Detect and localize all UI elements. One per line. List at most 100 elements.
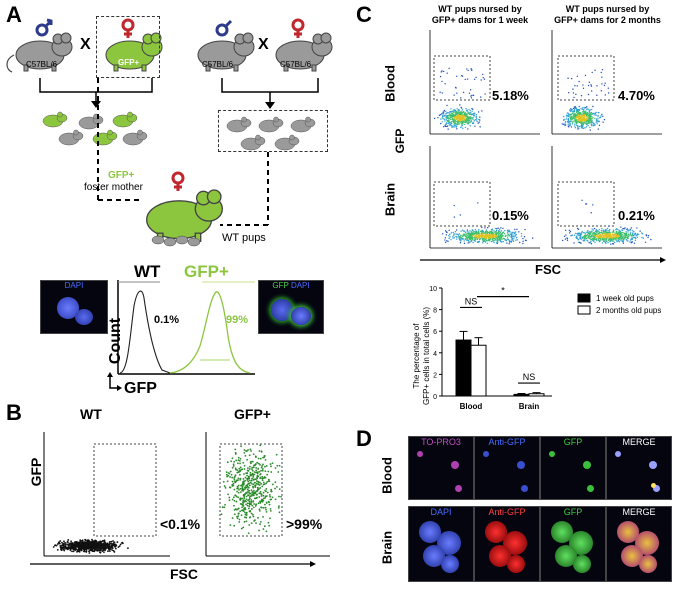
d-row-brain: Brain bbox=[379, 530, 395, 565]
bar-y-tick-label: 2 bbox=[433, 372, 437, 379]
cell-blob bbox=[419, 521, 441, 543]
blood-col-label: MERGE bbox=[622, 437, 656, 447]
cell-blob bbox=[423, 545, 445, 567]
brain-col-label: GFP bbox=[563, 507, 583, 517]
c-row-brain: Brain bbox=[382, 182, 398, 217]
dapi-image: DAPI bbox=[40, 280, 108, 334]
cross-symbol-2: X bbox=[258, 36, 269, 53]
panel-label-d: D bbox=[356, 426, 372, 451]
cell-blob bbox=[507, 555, 525, 573]
count-axis-label: Count bbox=[107, 317, 124, 365]
c-pct-brain-2m: 0.21% bbox=[618, 208, 655, 223]
strain-label-3: C57BL/6 bbox=[280, 60, 312, 69]
bar-y-tick-label: 10 bbox=[429, 286, 437, 293]
hist-gfp-title: GFP+ bbox=[184, 262, 229, 281]
brain-col-label: DAPI bbox=[430, 507, 452, 517]
axis-arrow-icon bbox=[107, 372, 122, 391]
strain-label-2: C57BL/6 bbox=[202, 60, 234, 69]
bar-category-label: Blood bbox=[460, 402, 483, 411]
cell-blob bbox=[583, 461, 591, 469]
blood-col-label: TO-PRO3 bbox=[421, 437, 461, 447]
b-wt-pct: <0.1% bbox=[160, 516, 201, 532]
c-col1-title: WT pups nursed by GFP+ dams for 1 week bbox=[420, 4, 540, 26]
cell-blob bbox=[521, 485, 528, 492]
cell-blob bbox=[483, 451, 489, 457]
foster-label-gfp: GFP+ bbox=[108, 170, 135, 181]
legend-swatch bbox=[577, 293, 591, 303]
b-gfp-title: GFP+ bbox=[234, 406, 271, 422]
b-x-axis: FSC bbox=[170, 566, 198, 582]
cell-blob bbox=[653, 485, 660, 492]
strain-label: C57BL/6 bbox=[26, 60, 58, 69]
b-scatter-plots bbox=[30, 432, 330, 567]
cell-blob bbox=[455, 485, 462, 492]
c-pct-blood-1w: 5.18% bbox=[492, 88, 529, 103]
c-col2-title-1: WT pups nursed by bbox=[565, 4, 650, 14]
cell-blob bbox=[617, 521, 639, 543]
c-col2-title-2: GFP+ dams for 2 months bbox=[554, 15, 661, 25]
hist-gfp-pct: 99% bbox=[226, 314, 249, 326]
c-pct-brain-1w: 0.15% bbox=[492, 208, 529, 223]
brain-col-label: Anti-GFP bbox=[488, 507, 526, 517]
gfp-mouse-label: GFP+ bbox=[118, 58, 140, 67]
b-wt-title: WT bbox=[80, 406, 102, 422]
cell-blob bbox=[651, 483, 656, 488]
cell-blob bbox=[417, 451, 423, 457]
legend-label: 2 months old pups bbox=[596, 306, 661, 315]
panel-label-a: A bbox=[6, 2, 22, 27]
gfp-dapi-image: GFP DAPI bbox=[258, 280, 324, 334]
cell-blob bbox=[489, 545, 511, 567]
cell-blob bbox=[441, 555, 459, 573]
c-x-axis: FSC bbox=[535, 262, 561, 277]
panel-label-c: C bbox=[356, 2, 372, 27]
male-symbol-icon bbox=[35, 18, 53, 37]
blood-col-label: GFP bbox=[563, 437, 583, 447]
sig-label: NS bbox=[465, 296, 478, 306]
cell-blob bbox=[587, 485, 594, 492]
bar-1week-blood bbox=[455, 339, 472, 397]
hist-wt-pct: 0.1% bbox=[154, 314, 180, 326]
c-row-blood: Blood bbox=[382, 65, 398, 102]
bar-category-label: Brain bbox=[519, 402, 540, 411]
c-col1-title-1: WT pups nursed by bbox=[438, 4, 522, 14]
blood-col-label: Anti-GFP bbox=[488, 437, 526, 447]
c-y-axis: GFP bbox=[393, 128, 407, 154]
female-symbol-icon bbox=[121, 18, 135, 38]
cell-blob bbox=[615, 451, 621, 457]
brain-col-label: MERGE bbox=[622, 507, 656, 517]
cell-blob bbox=[517, 461, 525, 469]
legend-swatch bbox=[577, 305, 591, 315]
panel-label-b: B bbox=[6, 400, 22, 425]
sig-label: * bbox=[501, 286, 505, 296]
wt-pups-box bbox=[218, 110, 328, 152]
foster-label: foster mother bbox=[84, 182, 143, 193]
foster-mother-icon bbox=[146, 189, 223, 242]
bar-y-tick-label: 0 bbox=[433, 394, 437, 401]
brain-image-merge: MERGE bbox=[606, 506, 672, 582]
b-gfp-pct: >99% bbox=[286, 516, 323, 532]
c-pct-blood-2m: 4.70% bbox=[618, 88, 655, 103]
gfp-histogram bbox=[117, 280, 255, 375]
sig-label: NS bbox=[523, 372, 536, 382]
bar-2months-brain bbox=[528, 393, 545, 397]
dapi-label-2: DAPI bbox=[290, 281, 310, 290]
blood-image-merge: MERGE bbox=[606, 436, 672, 500]
bar-y-tick-label: 4 bbox=[433, 351, 437, 358]
hist-wt-title: WT bbox=[134, 262, 161, 281]
bar-y-tick-label: 8 bbox=[433, 308, 437, 315]
gfp-dam-box bbox=[96, 16, 160, 78]
brain-image-dapi: DAPI bbox=[408, 506, 474, 582]
bar-y-tick-label: 6 bbox=[433, 329, 437, 336]
c-col1-title-2: GFP+ dams for 1 week bbox=[431, 15, 529, 25]
breeding-scheme bbox=[6, 18, 333, 247]
gfp-axis-label: GFP bbox=[124, 380, 157, 397]
cell-blob bbox=[551, 521, 573, 543]
cell-blob bbox=[573, 555, 591, 573]
brain-image-anti-gfp: Anti-GFP bbox=[474, 506, 540, 582]
blood-image-anti-gfp: Anti-GFP bbox=[474, 436, 540, 500]
cell-blob bbox=[555, 545, 577, 567]
cell-blob bbox=[639, 555, 657, 573]
cell-blob bbox=[485, 521, 507, 543]
dapi-label: DAPI bbox=[64, 281, 84, 290]
